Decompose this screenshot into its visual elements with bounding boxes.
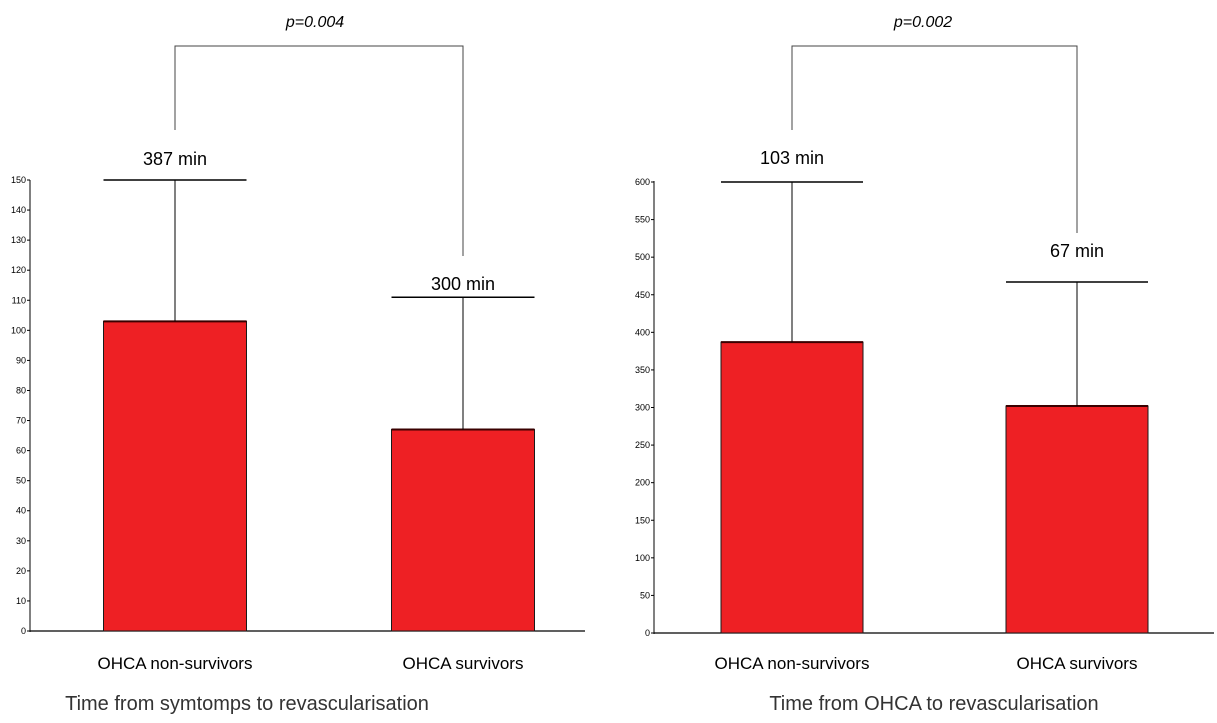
value-label: 103 min (760, 148, 824, 168)
y-tick-label: 150 (11, 175, 26, 185)
y-tick-label: 10 (16, 596, 26, 606)
y-tick-label: 100 (635, 553, 650, 563)
bar (720, 341, 864, 634)
y-tick-label: 20 (16, 566, 26, 576)
y-tick-label: 0 (21, 626, 26, 636)
y-tick-label: 150 (635, 515, 650, 525)
y-tick-label: 110 (12, 295, 26, 305)
bar (391, 429, 535, 632)
y-tick-label: 450 (635, 290, 650, 300)
y-tick-label: 120 (11, 265, 26, 275)
x-axis-title: Time from OHCA to revascularisation (769, 693, 1098, 715)
y-tick-label: 80 (16, 385, 26, 395)
y-tick-label: 400 (635, 327, 650, 337)
category-label: OHCA survivors (403, 654, 524, 673)
bar (1005, 405, 1149, 634)
value-label: 387 min (143, 149, 207, 169)
value-label: 300 min (431, 274, 495, 294)
p-value-label: p=0.004 (285, 14, 344, 31)
left-chart-panel: 0 10 20 30 40 50 60 70 80 90 100 110 120 130 140 150 p=… (11, 14, 585, 715)
y-tick-label: 50 (16, 476, 26, 486)
y-tick-label: 70 (16, 416, 26, 426)
x-axis-title: Time from symtomps to revascularisation (65, 693, 429, 715)
p-value-label: p=0.002 (893, 14, 952, 31)
y-tick-label: 130 (11, 235, 26, 245)
y-tick-label: 200 (635, 478, 650, 488)
right-chart-panel: 0 50 100 150 200 250 300 350 400 450 500 550 600 p=0… (635, 14, 1214, 715)
y-tick-label: 60 (16, 446, 26, 456)
y-tick-label: 30 (16, 536, 26, 546)
y-tick-label: 500 (635, 252, 650, 262)
y-tick-label: 350 (635, 365, 650, 375)
y-tick-label: 50 (640, 590, 650, 600)
y-tick-label: 250 (635, 440, 650, 450)
y-tick-label: 0 (645, 628, 650, 638)
category-label: OHCA non-survivors (715, 654, 870, 673)
y-tick-label: 550 (635, 215, 650, 225)
significance-bracket (174, 45, 464, 256)
y-tick-label: 40 (16, 506, 26, 516)
significance-bracket (791, 45, 1078, 233)
y-tick-label: 600 (635, 177, 650, 187)
category-label: OHCA survivors (1017, 654, 1138, 673)
category-label: OHCA non-survivors (98, 654, 253, 673)
y-tick-label: 100 (11, 325, 26, 335)
y-tick-label: 300 (635, 403, 650, 413)
y-tick-label: 90 (16, 355, 26, 365)
bar (103, 320, 247, 632)
y-tick-label: 140 (11, 205, 26, 215)
value-label: 67 min (1050, 241, 1104, 261)
